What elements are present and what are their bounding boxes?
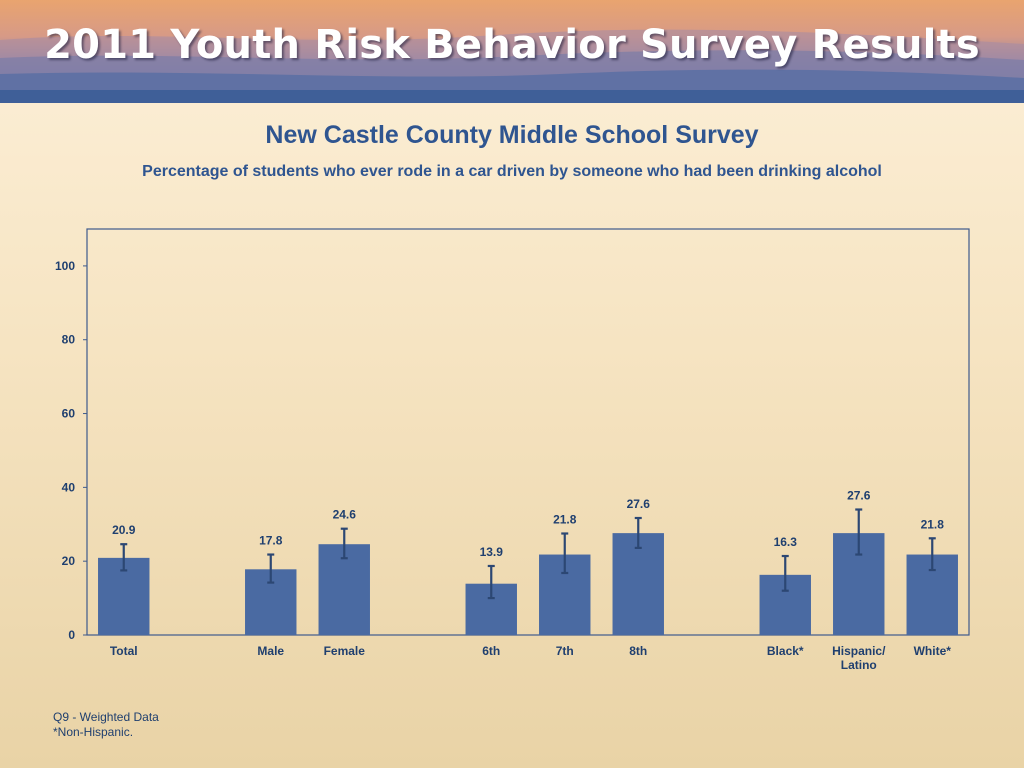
y-tick-label: 60 bbox=[62, 407, 76, 421]
x-tick-label: Latino bbox=[841, 658, 877, 672]
x-tick-label: Black* bbox=[767, 644, 804, 658]
data-label: 16.3 bbox=[774, 535, 798, 549]
banner-title: 2011 Youth Risk Behavior Survey Results bbox=[44, 22, 980, 68]
y-tick-label: 20 bbox=[62, 554, 76, 568]
x-tick-label: Female bbox=[324, 644, 366, 658]
chart-error-bars bbox=[120, 508, 936, 600]
y-tick-label: 80 bbox=[62, 333, 76, 347]
x-tick-label: Hispanic/ bbox=[832, 644, 886, 658]
bar-female bbox=[318, 544, 370, 635]
data-label: 13.9 bbox=[480, 545, 504, 559]
footnote-weighted-data: Q9 - Weighted Data bbox=[53, 710, 159, 724]
x-tick-label: 7th bbox=[556, 644, 574, 658]
data-label: 21.8 bbox=[921, 517, 945, 531]
header-banner: 2011 Youth Risk Behavior Survey Results bbox=[0, 0, 1024, 103]
y-tick-label: 40 bbox=[62, 480, 76, 494]
y-tick-label: 100 bbox=[55, 259, 75, 273]
x-tick-label: White* bbox=[914, 644, 952, 658]
plot-frame bbox=[86, 228, 970, 636]
chart-subtitle: Percentage of students who ever rode in … bbox=[142, 163, 882, 180]
bar-8th bbox=[612, 533, 664, 635]
data-label: 20.9 bbox=[112, 523, 136, 537]
data-label: 27.6 bbox=[627, 497, 651, 511]
x-tick-label: Male bbox=[257, 644, 284, 658]
data-label: 27.6 bbox=[847, 489, 871, 503]
x-tick-label: Total bbox=[110, 644, 138, 658]
data-label: 17.8 bbox=[259, 534, 283, 548]
chart-title: New Castle County Middle School Survey bbox=[265, 121, 759, 149]
chart-bars bbox=[98, 533, 958, 635]
data-label: 21.8 bbox=[553, 513, 577, 527]
banner-background bbox=[0, 0, 1024, 103]
footnote-non-hispanic: *Non-Hispanic. bbox=[53, 725, 134, 739]
chart-labels: 20.9 Total 17.8 Male 24.6 Female 13.9 6th 21.8 7t… bbox=[110, 489, 951, 672]
chart-axes: 0 20 40 60 80 100 bbox=[55, 228, 970, 642]
y-tick-label: 0 bbox=[68, 628, 75, 642]
x-tick-label: 8th bbox=[629, 644, 647, 658]
data-label: 24.6 bbox=[333, 508, 357, 522]
x-tick-label: 6th bbox=[482, 644, 500, 658]
